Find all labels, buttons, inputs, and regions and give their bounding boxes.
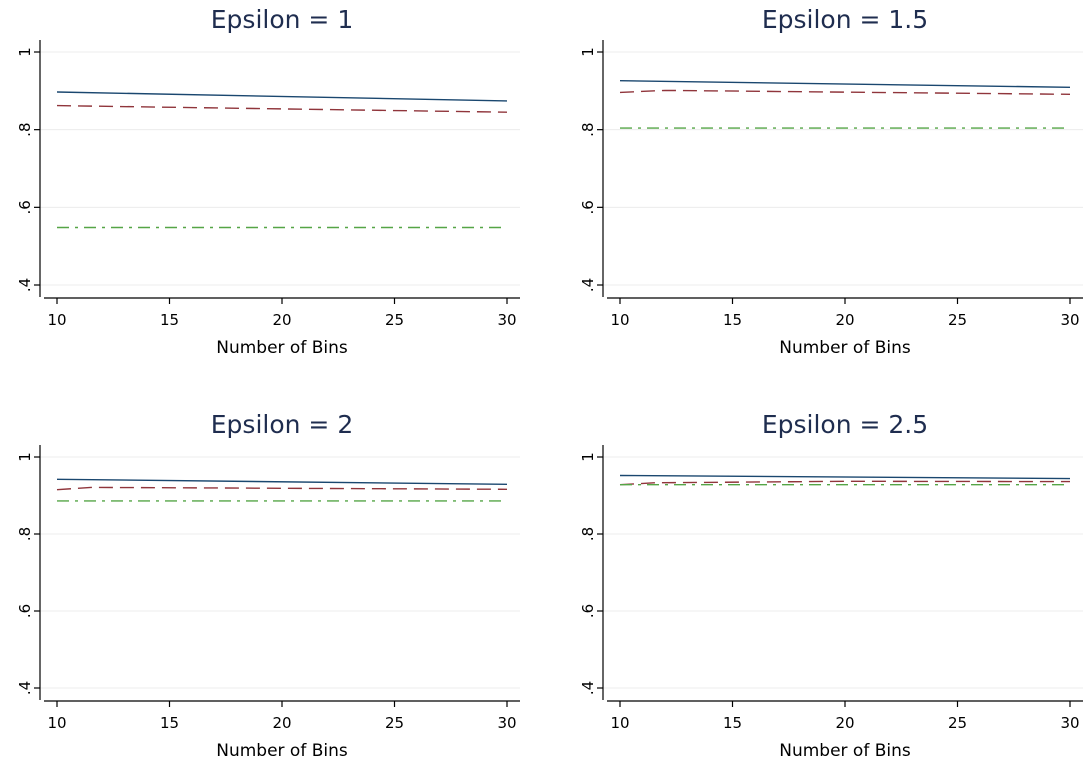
x-tick-label: 20 — [272, 311, 291, 329]
chart-panel-1: Epsilon = 1 .4 .6 .8 1 10 15 20 25 30 Number of Bi… — [16, 5, 520, 358]
y-tick-label: .6 — [16, 200, 34, 214]
series-line-dashed — [619, 89, 1071, 95]
y-tick-label: 1 — [579, 452, 597, 462]
y-tick-label: .6 — [579, 200, 597, 214]
x-tick-label: 30 — [1060, 311, 1079, 329]
y-tick-label: .4 — [16, 278, 34, 292]
x-tick-label: 15 — [160, 311, 179, 329]
series-line-solid — [619, 80, 1071, 88]
series-line-solid — [619, 474, 1071, 480]
x-tick-label: 20 — [835, 311, 854, 329]
y-tick-label: .8 — [579, 527, 597, 541]
x-tick-label: 30 — [497, 311, 516, 329]
x-tick-label: 10 — [610, 714, 629, 732]
y-tick-label: .6 — [16, 604, 34, 618]
x-tick-label: 10 — [47, 311, 66, 329]
chart-title: Epsilon = 1 — [211, 5, 353, 34]
y-tick-label: .8 — [16, 123, 34, 137]
x-axis-title: Number of Bins — [216, 338, 348, 358]
y-tick-label: .8 — [16, 527, 34, 541]
x-tick-label: 20 — [835, 714, 854, 732]
x-tick-label: 25 — [948, 311, 967, 329]
x-tick-label: 15 — [723, 311, 742, 329]
x-tick-label: 15 — [160, 714, 179, 732]
x-tick-label: 10 — [610, 311, 629, 329]
x-tick-label: 25 — [385, 311, 404, 329]
series-line-dashed — [56, 104, 508, 113]
x-axis-title: Number of Bins — [216, 741, 348, 761]
chart-title: Epsilon = 2 — [211, 410, 353, 439]
series-line-dashed — [619, 480, 1071, 486]
x-tick-label: 25 — [948, 714, 967, 732]
x-tick-label: 25 — [385, 714, 404, 732]
y-tick-label: .6 — [579, 604, 597, 618]
y-tick-label: .8 — [579, 123, 597, 137]
y-tick-label: 1 — [16, 47, 34, 57]
y-tick-label: .4 — [16, 681, 34, 695]
x-axis-title: Number of Bins — [779, 741, 911, 761]
chart-panel-3: Epsilon = 2 .4 .6 .8 1 10 15 20 25 30 Number of Bi… — [16, 410, 520, 761]
x-tick-label: 15 — [723, 714, 742, 732]
x-axis-title: Number of Bins — [779, 338, 911, 358]
series-line-solid — [56, 478, 508, 485]
y-tick-label: .4 — [579, 278, 597, 292]
y-tick-label: 1 — [579, 47, 597, 57]
chart-title: Epsilon = 1.5 — [762, 5, 928, 34]
x-tick-label: 30 — [497, 714, 516, 732]
x-tick-label: 30 — [1060, 714, 1079, 732]
chart-panel-4: Epsilon = 2.5 .4 .6 .8 1 10 15 20 25 30 Number of … — [579, 410, 1083, 761]
chart-title: Epsilon = 2.5 — [762, 410, 928, 439]
x-tick-label: 10 — [47, 714, 66, 732]
x-tick-label: 20 — [272, 714, 291, 732]
series-line-dashed — [56, 486, 508, 491]
y-tick-label: 1 — [16, 452, 34, 462]
series-line-solid — [56, 91, 508, 102]
y-tick-label: .4 — [579, 681, 597, 695]
chart-panel-2: Epsilon = 1.5 .4 .6 .8 1 10 15 20 25 30 Number of … — [579, 5, 1083, 358]
